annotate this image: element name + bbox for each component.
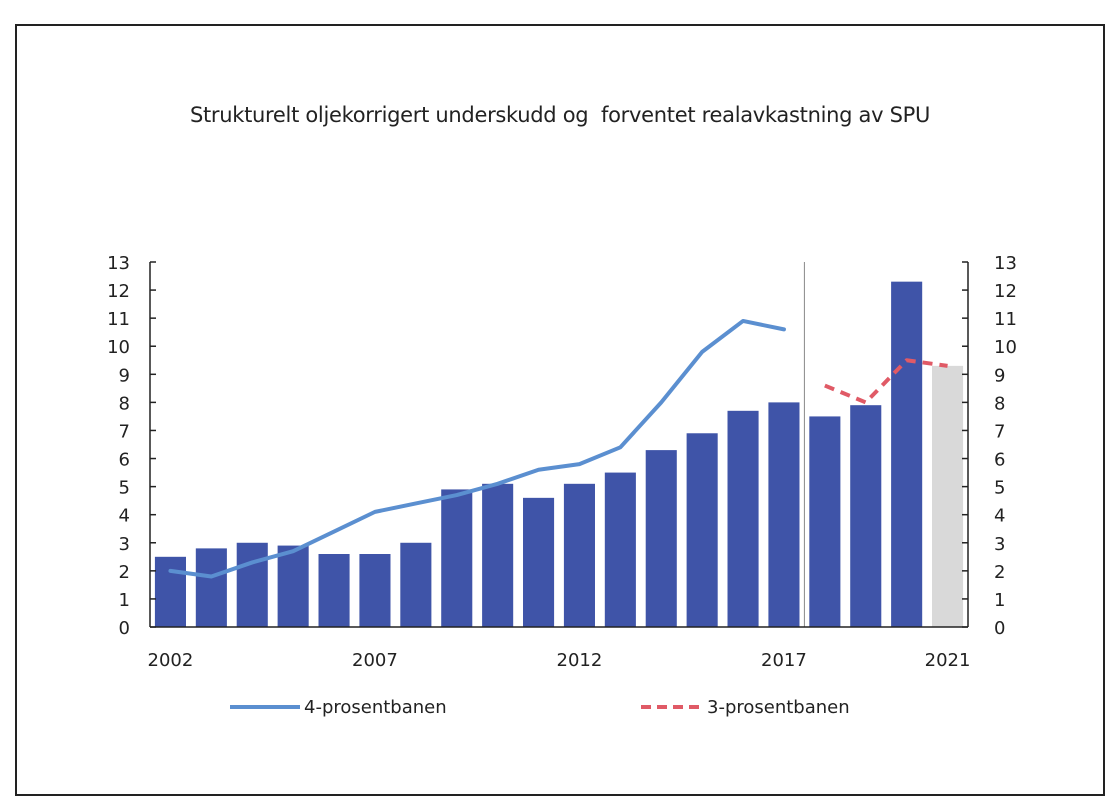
y-tick-label-right: 0 xyxy=(994,618,1005,639)
y-tick-label-left: 2 xyxy=(119,562,130,583)
bar-2007 xyxy=(359,554,391,627)
y-tick-label-left: 0 xyxy=(119,618,130,639)
bars-group xyxy=(154,281,964,627)
lines-group xyxy=(168,318,948,579)
line-4-prosentbanen xyxy=(168,318,786,579)
y-tick-label-right: 4 xyxy=(994,506,1005,527)
bar-2004 xyxy=(236,542,268,627)
y-tick-label-right: 2 xyxy=(994,562,1005,583)
y-tick-label-left: 6 xyxy=(119,450,130,471)
bar-2020 xyxy=(891,281,923,627)
x-tick-label-2021: 2021 xyxy=(925,650,971,671)
y-tick-label-right: 10 xyxy=(994,337,1017,358)
bar-2015 xyxy=(686,433,718,627)
y-tick-label-right: 1 xyxy=(994,590,1005,611)
y-tick-label-right: 8 xyxy=(994,393,1005,414)
bar-2008 xyxy=(400,542,432,627)
bar-2006 xyxy=(318,554,350,627)
bar-2005 xyxy=(277,545,309,627)
bar-2003 xyxy=(195,548,227,627)
y-tick-label-right: 7 xyxy=(994,421,1005,442)
y-tick-label-right: 9 xyxy=(994,365,1005,386)
y-tick-label-left: 3 xyxy=(119,534,130,555)
bar-2014 xyxy=(645,450,677,627)
bar-2013 xyxy=(604,472,636,627)
bar-2021 xyxy=(932,365,964,627)
bar-2010 xyxy=(482,483,514,627)
legend-label-3-prosentbanen: 3-prosentbanen xyxy=(707,697,850,718)
y-tick-label-left: 11 xyxy=(107,309,130,330)
x-tick-label-2017: 2017 xyxy=(761,650,807,671)
y-tick-label-left: 8 xyxy=(119,393,130,414)
y-tick-label-right: 13 xyxy=(994,253,1017,274)
bar-2019 xyxy=(850,405,882,627)
legend: 4-prosentbanen 3-prosentbanen xyxy=(230,697,850,718)
y-tick-label-left: 1 xyxy=(119,590,130,611)
y-tick-label-left: 4 xyxy=(119,506,130,527)
axes-group xyxy=(149,262,969,628)
x-tick-label-2002: 2002 xyxy=(148,650,194,671)
bar-2018 xyxy=(809,416,841,627)
y-tick-label-right: 12 xyxy=(994,281,1017,302)
legend-label-4-prosentbanen: 4-prosentbanen xyxy=(304,697,447,718)
y-tick-label-right: 5 xyxy=(994,478,1005,499)
y-tick-label-right: 11 xyxy=(994,309,1017,330)
bar-2012 xyxy=(563,483,595,627)
bar-2017 xyxy=(768,402,800,627)
x-tick-label-2007: 2007 xyxy=(352,650,398,671)
bar-2011 xyxy=(523,497,555,627)
bar-2009 xyxy=(441,489,473,627)
y-tick-label-left: 9 xyxy=(119,365,130,386)
x-tick-label-2012: 2012 xyxy=(557,650,603,671)
y-tick-label-left: 13 xyxy=(107,253,130,274)
x-axis-labels: 2002 2007 2012 2017 2021 xyxy=(148,650,971,671)
line-3-prosentbanen xyxy=(824,358,948,405)
chart-frame xyxy=(15,24,1105,796)
bar-2002 xyxy=(154,556,186,627)
y-tick-label-left: 12 xyxy=(107,281,130,302)
y-tick-label-left: 7 xyxy=(119,421,130,442)
bar-2016 xyxy=(727,410,759,627)
y-tick-label-left: 5 xyxy=(119,478,130,499)
chart-title: Strukturelt oljekorrigert underskudd og … xyxy=(189,103,931,127)
y-tick-label-left: 10 xyxy=(107,337,130,358)
y-tick-label-right: 3 xyxy=(994,534,1005,555)
y-tick-label-right: 6 xyxy=(994,450,1005,471)
